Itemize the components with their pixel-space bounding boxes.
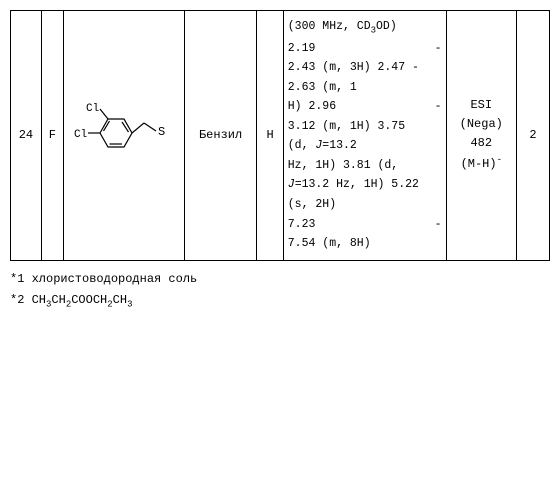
cell-nmr: (300 MHz, CD3OD) 2.19- 2.43 (m, 3H) 2.47… xyxy=(283,11,446,261)
chemical-structure-icon: Cl Cl S xyxy=(72,98,176,168)
cell-id: 24 xyxy=(11,11,42,261)
nmr-text: - xyxy=(435,39,442,59)
nmr-text: H) 2.96 xyxy=(288,97,336,117)
nmr-text: 7.23 xyxy=(288,215,316,235)
ms-text: - xyxy=(497,155,502,165)
nmr-text: - xyxy=(435,97,442,117)
nmr-text: J xyxy=(288,178,295,191)
fn-text: *2 CH xyxy=(10,293,46,307)
nmr-text: OD) xyxy=(376,20,397,33)
footnote-2: *2 CH3CH2COOCH2CH3 xyxy=(10,290,550,313)
nmr-text: =13.2 xyxy=(322,139,357,152)
nmr-text: =13.2 Hz, 1H) 5.22 xyxy=(295,178,419,191)
fn-text: COOCH xyxy=(71,293,107,307)
nmr-text: Hz, 1H) 3.81 (d, xyxy=(288,159,398,172)
nmr-text: 7.54 (m, 8H) xyxy=(288,237,371,250)
table-row: 24 F Cl xyxy=(11,11,550,261)
cell-sub2: Бензил xyxy=(184,11,257,261)
nmr-text: - xyxy=(435,215,442,235)
cell-sub3: H xyxy=(257,11,283,261)
cell-structure: Cl Cl S xyxy=(63,11,184,261)
ms-text: (M-H) xyxy=(461,157,497,171)
ms-text: ESI xyxy=(470,98,492,112)
label-s: S xyxy=(158,125,165,139)
nmr-text: 2.63 (m, 1 xyxy=(288,81,357,94)
cell-sub1: F xyxy=(41,11,63,261)
nmr-text: (s, 2H) xyxy=(288,198,336,211)
cell-ms: ESI (Nega) 482 (M-H)- xyxy=(446,11,516,261)
nmr-text: 2.43 (m, 3H) 2.47 - xyxy=(288,61,419,74)
data-table: 24 F Cl xyxy=(10,10,550,261)
label-cl-top: Cl xyxy=(86,103,99,115)
footnotes: *1 хлористоводородная соль *2 CH3CH2COOC… xyxy=(10,269,550,313)
nmr-text: 3.12 (m, 1H) 3.75 xyxy=(288,120,405,133)
nmr-text: (300 MHz, CD xyxy=(288,20,371,33)
fn-text: CH xyxy=(51,293,65,307)
footnote-1: *1 хлористоводородная соль xyxy=(10,269,550,291)
nmr-text: (d, xyxy=(288,139,316,152)
nmr-text: 2.19 xyxy=(288,39,316,59)
fn-text: CH xyxy=(113,293,127,307)
fn-text: 3 xyxy=(127,300,132,310)
ms-text: 482 xyxy=(470,136,492,150)
ms-text: (Nega) xyxy=(460,117,503,131)
label-cl-bot: Cl xyxy=(74,129,87,141)
cell-note: 2 xyxy=(516,11,549,261)
